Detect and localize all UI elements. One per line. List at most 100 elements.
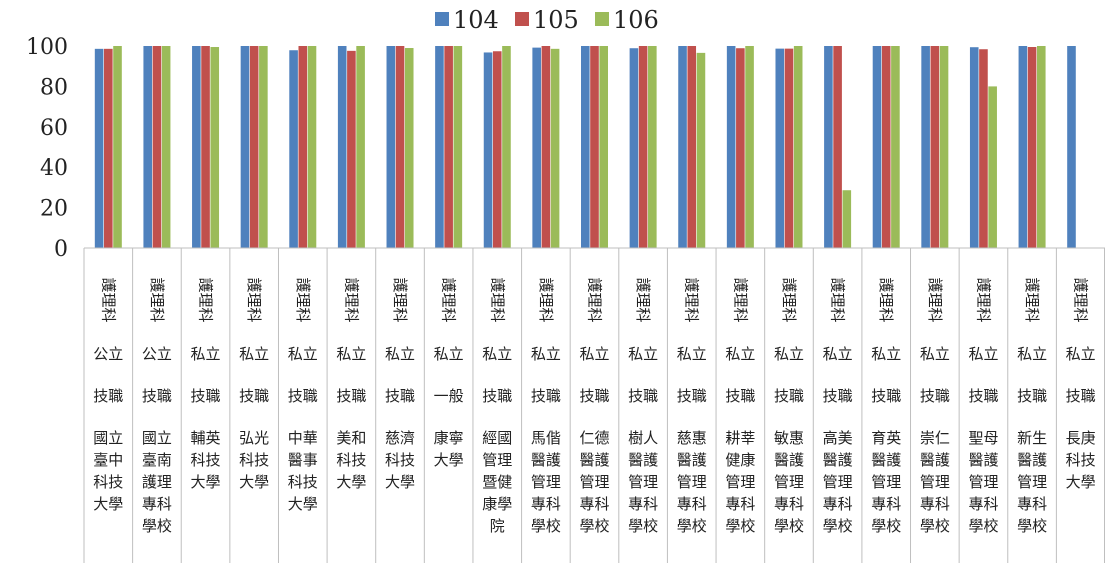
category-school-label: 大學: [1066, 473, 1096, 491]
category-school-label: 中華: [288, 429, 318, 447]
bar: [492, 51, 502, 248]
category-school-label: 科技: [336, 451, 366, 469]
bar: [590, 46, 599, 248]
bar: [143, 46, 153, 248]
category-school-label: 管理: [677, 473, 707, 491]
category-school-label: 專科: [531, 495, 561, 513]
category-school-label: 管理: [920, 473, 950, 491]
category-school-label: 專科: [968, 495, 998, 513]
category-level-label: 技職: [239, 387, 269, 405]
category-school-label: 專科: [823, 495, 853, 513]
bar: [404, 48, 414, 248]
category-school-label: 科技: [239, 451, 269, 469]
category-dept-label: 護理科: [926, 277, 944, 322]
category-school-label: 科技: [93, 473, 123, 491]
category-school-label: 臺中: [93, 451, 123, 469]
bar: [307, 46, 317, 248]
category-school-label: 管理: [1017, 473, 1047, 491]
category-type-label: 私立: [482, 345, 512, 363]
category-dept-label: 護理科: [829, 277, 847, 322]
category-school-label: 醫護: [920, 451, 950, 469]
bar: [483, 52, 493, 249]
category-type-label: 私立: [531, 345, 561, 363]
category-school-label: 經國: [482, 429, 512, 447]
category-type-label: 私立: [677, 345, 707, 363]
legend-label-106: 106: [613, 6, 659, 34]
bar: [550, 48, 560, 248]
category-type-label: 私立: [968, 345, 998, 363]
category-school-label: 樹人: [628, 429, 658, 447]
category-school-label: 醫護: [1017, 451, 1047, 469]
category-school-label: 仁德: [579, 429, 609, 447]
category-school-label: 專科: [1017, 495, 1047, 513]
category-type-label: 私立: [920, 345, 950, 363]
category-level-label: 技職: [628, 387, 658, 405]
category-type-label: 私立: [774, 345, 804, 363]
category-school-label: 醫護: [871, 451, 901, 469]
bar: [356, 46, 365, 248]
bar: [629, 48, 639, 248]
category-school-label: 敏惠: [774, 429, 804, 447]
category-level-label: 技職: [871, 387, 901, 405]
bar: [1027, 47, 1037, 249]
bar: [298, 46, 308, 248]
category-school-label: 專科: [920, 495, 950, 513]
bar: [249, 46, 259, 248]
category-level-label: 技職: [482, 387, 512, 405]
category-school-label: 醫護: [774, 451, 804, 469]
bar: [435, 46, 444, 248]
category-school-label: 醫護: [968, 451, 998, 469]
category-school-label: 管理: [628, 473, 658, 491]
legend-swatch-105: [515, 12, 529, 26]
category-school-label: 大學: [239, 473, 269, 491]
category-school-label: 專科: [871, 495, 901, 513]
bar: [687, 46, 697, 248]
category-level-label: 技職: [579, 387, 609, 405]
category-school-label: 學校: [920, 517, 950, 535]
bar: [581, 46, 590, 248]
category-school-label: 學校: [579, 517, 609, 535]
bar: [337, 46, 347, 248]
category-dept-label: 護理科: [537, 277, 555, 322]
bar: [1018, 46, 1028, 248]
category-school-label: 臺南: [142, 451, 172, 469]
category-school-label: 學校: [725, 517, 755, 535]
category-school-label: 學校: [871, 517, 901, 535]
bar: [152, 46, 162, 248]
bar: [736, 48, 745, 248]
category-level-label: 技職: [385, 387, 415, 405]
category-school-label: 醫事: [288, 451, 318, 469]
category-school-label: 醫護: [531, 451, 561, 469]
y-tick-label: 60: [40, 116, 68, 141]
category-level-label: 技職: [336, 387, 366, 405]
bar: [930, 46, 940, 248]
category-school-label: 學校: [142, 517, 172, 535]
category-school-label: 美和: [336, 429, 366, 447]
category-school-label: 專科: [142, 495, 172, 513]
category-type-label: 私立: [239, 345, 269, 363]
bar: [638, 46, 648, 248]
category-school-label: 慈惠: [677, 429, 707, 447]
bar: [979, 49, 988, 249]
category-school-label: 學校: [677, 517, 707, 535]
bar: [502, 46, 511, 248]
bar: [784, 48, 794, 248]
bar: [94, 48, 104, 248]
bars: [94, 46, 1076, 249]
category-school-label: 聖母: [968, 429, 998, 447]
category-school-label: 專科: [725, 495, 755, 513]
bar: [386, 46, 396, 248]
bar: [793, 46, 803, 248]
category-dept-label: 護理科: [148, 277, 166, 322]
bar: [210, 47, 220, 249]
bar: [453, 46, 463, 248]
bar: [599, 46, 608, 248]
category-dept-label: 護理科: [1023, 277, 1041, 322]
bar: [872, 46, 882, 248]
category-type-label: 公立: [142, 345, 172, 363]
category-school-label: 醫護: [579, 451, 609, 469]
category-type-label: 私立: [725, 345, 755, 363]
legend-swatch-104: [435, 12, 449, 26]
bar: [444, 46, 453, 248]
